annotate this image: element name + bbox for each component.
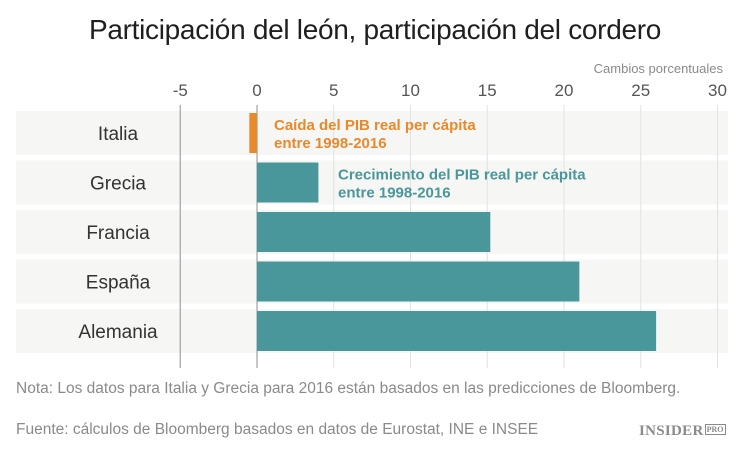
x-tick-label: -5: [173, 81, 188, 100]
bar: [257, 212, 491, 252]
chart-title: Participación del león, participación de…: [88, 14, 662, 45]
annotation-text: entre 1998-2016: [274, 135, 387, 152]
x-tick-label: 0: [252, 81, 261, 100]
logo-main: INSIDER: [639, 423, 704, 439]
x-tick-label: 20: [555, 81, 574, 100]
axis-unit-label: Cambios porcentuales: [593, 61, 723, 76]
category-label: Alemania: [78, 322, 158, 343]
row-background: [16, 160, 728, 205]
logo-sub: PRO: [704, 424, 726, 435]
bar: [257, 311, 657, 351]
bar: [257, 261, 580, 302]
bar: [249, 113, 257, 153]
category-label: Italia: [98, 124, 139, 145]
category-label: Grecia: [90, 174, 146, 195]
category-label: España: [86, 273, 151, 294]
row-background: [16, 111, 728, 155]
x-tick-label: 30: [708, 81, 727, 100]
x-tick-label: 15: [478, 81, 497, 100]
chart-note: Nota: Los datos para Italia y Grecia par…: [16, 380, 681, 397]
category-label: Francia: [86, 223, 150, 244]
x-tick-label: 10: [401, 81, 420, 100]
insider-pro-logo: INSIDER PRO: [639, 423, 726, 440]
bar: [257, 162, 319, 203]
chart-source: Fuente: cálculos de Bloomberg basados en…: [16, 421, 539, 438]
annotation-text: Caída del PIB real per cápita: [274, 117, 476, 134]
annotation-text: entre 1998-2016: [338, 185, 451, 202]
x-tick-label: 5: [329, 81, 338, 100]
x-tick-label: 25: [631, 81, 650, 100]
annotation-text: Crecimiento del PIB real per cápita: [338, 167, 586, 184]
